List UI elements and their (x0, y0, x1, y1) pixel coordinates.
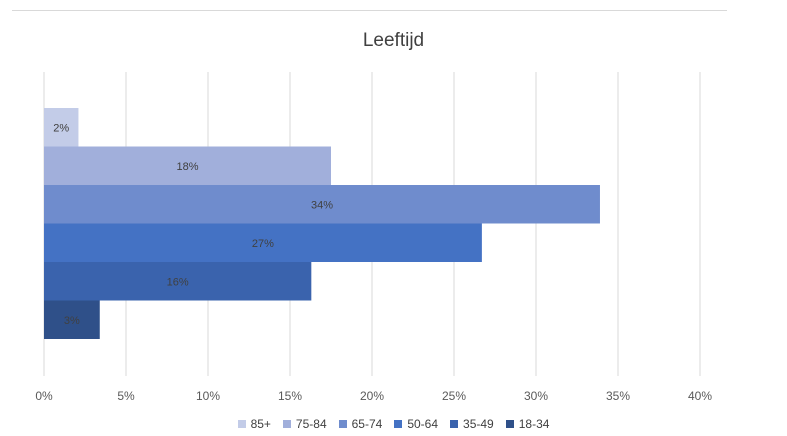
bar (44, 300, 100, 339)
legend-item: 18-34 (505, 417, 550, 431)
legend-swatch (338, 420, 347, 428)
x-tick-label: 0% (35, 389, 53, 403)
chart-title: Leeftijd (362, 30, 425, 51)
legend-item: 35-49 (450, 417, 494, 431)
data-label: 18% (176, 161, 198, 173)
x-tick-label: 20% (360, 389, 384, 403)
legend-item: 75-84 (282, 417, 327, 431)
legend-label: 85+ (250, 417, 271, 431)
bar (44, 146, 331, 185)
x-tick-label: 10% (196, 389, 220, 403)
legend-item: 65-74 (338, 417, 383, 431)
bar (44, 185, 600, 224)
data-label: 34% (311, 199, 333, 211)
x-tick-label: 25% (442, 389, 466, 403)
data-label: 27% (252, 238, 274, 250)
legend-label: 65-74 (351, 417, 383, 431)
legend-swatch (394, 420, 403, 428)
x-tick-label: 40% (688, 389, 712, 403)
legend: 85+ 75-84 65-74 50-64 35-49 18-34 (0, 417, 787, 431)
bar (44, 108, 79, 147)
legend-item: 85+ (237, 417, 271, 431)
data-label: 16% (167, 276, 189, 288)
legend-label: 18-34 (518, 417, 550, 431)
data-label: 2% (53, 122, 69, 134)
bar (44, 223, 482, 262)
legend-swatch (237, 420, 246, 428)
legend-swatch (282, 420, 291, 428)
legend-label: 75-84 (295, 417, 327, 431)
bar (44, 262, 312, 301)
data-label: 3% (64, 315, 80, 327)
legend-swatch (505, 420, 514, 428)
legend-label: 35-49 (463, 417, 494, 431)
legend-item: 50-64 (394, 417, 438, 431)
x-tick-label: 5% (117, 389, 135, 403)
legend-label: 50-64 (407, 417, 439, 431)
legend-swatch (450, 420, 459, 428)
x-tick-label: 15% (278, 389, 302, 403)
x-tick-label: 30% (524, 389, 548, 403)
x-tick-label: 35% (606, 389, 630, 403)
